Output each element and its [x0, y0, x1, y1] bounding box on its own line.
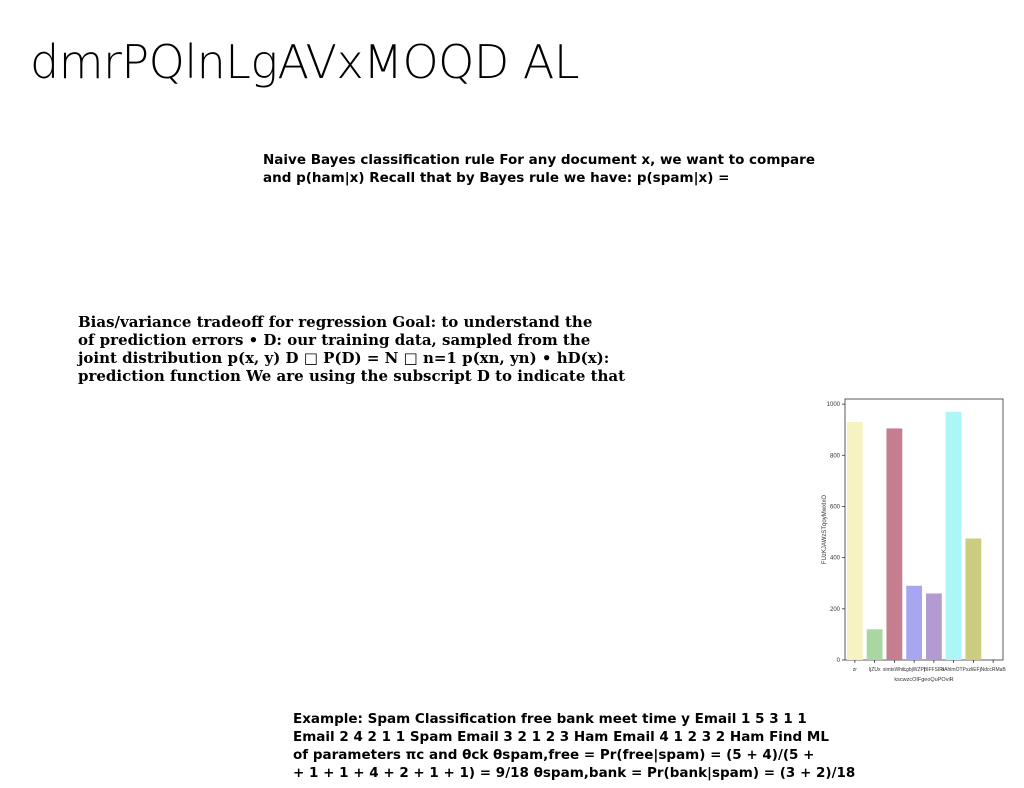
x-tick-label: BIFFSIRl: [924, 667, 944, 673]
y-tick-label: 400: [830, 556, 841, 562]
bar: [846, 422, 863, 660]
x-tick-label: simtsWhtc: [883, 667, 907, 673]
x-tick-label: IjZUx: [869, 667, 881, 673]
chart-axes: [842, 398, 1004, 663]
x-tick-label: NdccRMaB: [980, 667, 1006, 673]
bar: [906, 585, 923, 660]
bar: [965, 538, 982, 660]
x-tick-label: LgbjWZPj: [903, 667, 925, 673]
bias-variance-text-block: Bias/variance tradeoff for regression Go…: [78, 313, 626, 385]
y-tick-label: 800: [830, 453, 841, 459]
x-axis-label: kscwzcOIFgeoQuPOviR: [894, 677, 953, 683]
bar: [886, 428, 903, 660]
bar: [866, 629, 883, 660]
y-tick-label: 1000: [827, 402, 841, 408]
y-tick-label: 600: [830, 504, 841, 510]
slide-title: dmrPQlnLgAVxMOQD AL: [30, 35, 580, 89]
chart-bars: [846, 411, 982, 660]
spam-example-text-block: Example: Spam Classification free bank m…: [293, 711, 856, 781]
bar-chart: 0 200 400 600 800 1000 zr IjZUx simtsWhtcLgbjWZP…: [822, 398, 1006, 683]
naive-bayes-text-block: Naive Bayes classification rule For any …: [263, 152, 815, 186]
bar: [925, 593, 942, 660]
chart-labels: 0 200 400 600 800 1000 zr IjZUx simtsWhtcLgbjWZP…: [822, 402, 1006, 683]
x-tick-label: zr: [853, 667, 858, 673]
x-tick-label: bAhlmOTP: [941, 667, 966, 673]
y-tick-label: 200: [830, 607, 841, 613]
x-tick-label: xzliEFj: [966, 667, 981, 673]
chart-frame: [844, 398, 1004, 661]
y-tick-label: 0: [837, 658, 841, 664]
y-axis-label: FUzKJAWzSTqoyMwxlxO: [822, 495, 828, 564]
bar: [945, 411, 962, 660]
